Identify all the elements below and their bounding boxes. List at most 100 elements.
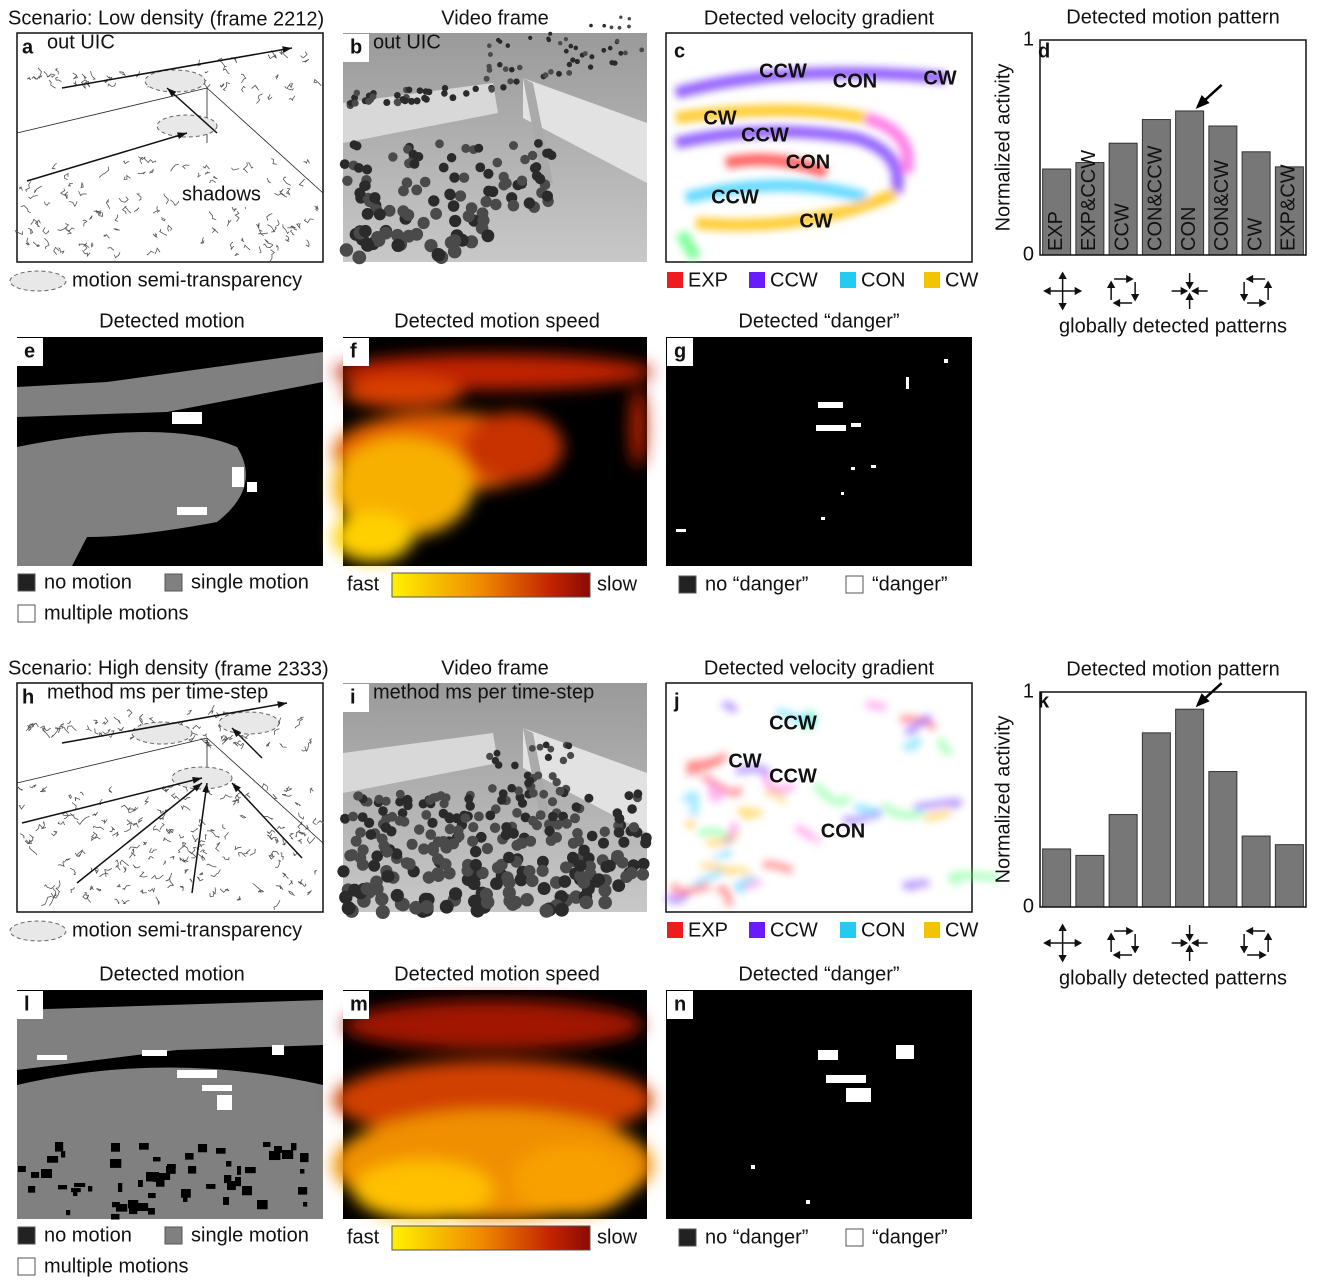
legend-label: motion semi-transparency xyxy=(72,269,302,291)
legend-label: no “danger” xyxy=(705,1226,808,1248)
gradient-label: CCW xyxy=(711,186,759,208)
person xyxy=(600,827,610,837)
gradient-label: CCW xyxy=(769,765,817,787)
person xyxy=(466,801,475,810)
person xyxy=(598,896,612,910)
person xyxy=(629,822,639,832)
person xyxy=(564,49,569,54)
person xyxy=(543,72,549,78)
no-motion-speck xyxy=(198,1144,207,1152)
person xyxy=(407,839,418,850)
no-motion-speck xyxy=(181,1189,191,1198)
no-motion-speck xyxy=(223,1197,229,1205)
person xyxy=(352,251,366,265)
gradient-label: CCW xyxy=(741,124,789,146)
legend-swatch xyxy=(924,272,940,288)
bar xyxy=(1242,836,1270,907)
no-motion-speck xyxy=(183,1197,187,1202)
person xyxy=(567,62,572,67)
person xyxy=(587,831,598,842)
person xyxy=(388,152,397,161)
person xyxy=(414,824,424,834)
person xyxy=(555,903,569,917)
multiple-motion xyxy=(202,1085,232,1091)
multiple-motion xyxy=(217,1095,232,1110)
person xyxy=(506,43,511,48)
legend-swatch xyxy=(840,272,856,288)
gradient-stroke xyxy=(914,802,959,808)
person xyxy=(525,836,536,847)
no-motion-speck xyxy=(47,1156,58,1163)
person xyxy=(396,790,405,799)
panel-title: Detected motion speed xyxy=(394,963,600,985)
person xyxy=(440,900,454,914)
no-motion-speck xyxy=(118,1183,122,1192)
person xyxy=(575,59,580,64)
person xyxy=(548,32,552,36)
overlay-text: method ms per time-step xyxy=(47,681,268,703)
speed-blob xyxy=(630,387,646,467)
scenario-frame: (frame 2333) xyxy=(214,658,329,680)
person xyxy=(391,889,404,902)
multiple-motion xyxy=(232,467,244,487)
legend-swatch xyxy=(18,574,35,591)
person xyxy=(369,192,380,203)
legend-label: CCW xyxy=(770,269,818,291)
no-motion-speck xyxy=(129,1208,137,1214)
person xyxy=(625,867,637,879)
person xyxy=(542,191,553,202)
no-motion-speck xyxy=(73,1189,77,1196)
person xyxy=(560,757,567,764)
panel-letter: l xyxy=(24,993,30,1015)
person xyxy=(509,67,515,73)
panel-letter: c xyxy=(674,40,685,62)
person xyxy=(572,802,581,811)
bar xyxy=(1142,733,1170,907)
icon-head xyxy=(1045,940,1050,946)
no-motion-speck xyxy=(188,1166,196,1174)
legend-label: no motion xyxy=(44,571,132,593)
no-motion-speck xyxy=(237,1166,241,1175)
person xyxy=(410,159,420,169)
person xyxy=(583,51,588,56)
person xyxy=(383,99,390,106)
sketch-note: shadows xyxy=(182,183,261,205)
danger-region xyxy=(676,529,686,532)
person xyxy=(461,144,470,153)
person xyxy=(421,810,431,820)
overlay-text: method ms per time-step xyxy=(373,681,594,703)
person xyxy=(381,870,393,882)
person xyxy=(394,92,401,99)
panel-title: Detected velocity gradient xyxy=(704,7,935,29)
person xyxy=(513,79,519,85)
legend-label: CW xyxy=(945,919,978,941)
person xyxy=(340,243,353,256)
panel-letter: b xyxy=(350,36,362,58)
person xyxy=(435,139,444,148)
person xyxy=(537,744,544,751)
person xyxy=(618,51,623,56)
bar xyxy=(1176,709,1204,907)
person xyxy=(529,745,536,752)
person xyxy=(556,71,562,77)
multiple-motion xyxy=(177,1070,217,1078)
person xyxy=(562,819,572,829)
no-motion-speck xyxy=(41,1169,52,1178)
danger-region xyxy=(806,1200,810,1204)
gradient-label: CON xyxy=(786,151,830,173)
person xyxy=(503,876,516,889)
y-axis-label: Normalized activity xyxy=(992,64,1014,232)
person xyxy=(529,789,538,798)
speed-blob xyxy=(513,1145,633,1215)
scenario-title: Scenario: High density xyxy=(8,657,208,679)
person xyxy=(427,818,437,828)
person xyxy=(481,196,492,207)
legend-swatch xyxy=(165,1227,182,1244)
scenario-title: Scenario: Low density xyxy=(8,7,204,29)
person xyxy=(567,752,574,759)
figure: Scenario: Low density(frame 2212)out UIC… xyxy=(0,0,1322,1280)
person xyxy=(362,208,374,220)
person xyxy=(488,52,493,57)
person xyxy=(344,850,356,862)
person xyxy=(507,78,513,84)
